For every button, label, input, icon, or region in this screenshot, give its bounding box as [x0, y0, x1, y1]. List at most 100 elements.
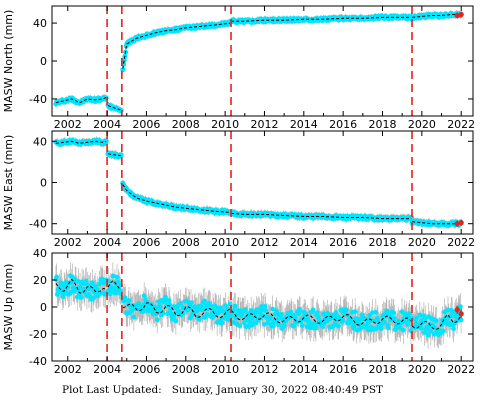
- model-line: [107, 280, 122, 291]
- x-tick-label: 2008: [172, 236, 200, 249]
- data-point: [192, 304, 198, 310]
- series-2: [105, 101, 124, 114]
- y-tick-label: 40: [33, 135, 47, 148]
- data-point: [336, 323, 342, 329]
- recent-points: [454, 305, 464, 318]
- data-point: [274, 317, 280, 323]
- plot-area: [53, 10, 464, 114]
- data-point: [167, 307, 173, 313]
- data-point: [205, 306, 210, 312]
- data-point: [185, 307, 191, 313]
- data-point: [428, 329, 434, 334]
- y-axis-label: MASW North (mm): [2, 10, 15, 113]
- data-points: [120, 293, 233, 326]
- x-tick-label: 2006: [132, 118, 160, 131]
- y-tick-label: 40: [33, 17, 47, 30]
- x-tick-label: 2014: [290, 236, 318, 249]
- y-axis-label: MASW Up (mm): [2, 264, 15, 351]
- model-line: [55, 278, 107, 294]
- series-3: [120, 282, 233, 337]
- data-point: [120, 67, 126, 73]
- x-tick-label: 2010: [211, 363, 239, 376]
- data-points: [120, 19, 233, 73]
- data-point: [294, 319, 300, 325]
- x-tick-label: 2002: [54, 236, 82, 249]
- data-point: [141, 293, 147, 299]
- series-3: [120, 179, 233, 217]
- data-point: [90, 280, 95, 285]
- data-point: [392, 316, 397, 321]
- y-tick-label: 20: [33, 274, 47, 287]
- data-point: [270, 306, 275, 312]
- data-points: [105, 102, 124, 114]
- data-point: [270, 323, 276, 329]
- x-tick-label: 2010: [211, 118, 239, 131]
- data-point: [279, 312, 284, 317]
- data-point: [113, 290, 119, 296]
- model-line: [412, 221, 461, 225]
- data-point: [343, 307, 349, 313]
- data-point: [216, 309, 222, 315]
- x-tick-label: 2002: [54, 363, 82, 376]
- data-point: [385, 325, 391, 331]
- data-point: [413, 315, 419, 321]
- y-axis-label: MASW East (mm): [2, 135, 15, 231]
- recent-points: [454, 11, 464, 19]
- data-points: [228, 303, 415, 334]
- data-point: [118, 152, 124, 158]
- data-point: [178, 300, 184, 306]
- data-point: [451, 326, 456, 332]
- x-tick-label: 2006: [132, 236, 160, 249]
- data-point: [140, 309, 146, 314]
- data-point: [188, 300, 194, 306]
- data-point: [352, 309, 358, 314]
- data-point: [225, 306, 231, 312]
- model-line: [122, 302, 231, 319]
- data-point: [369, 310, 375, 316]
- model-line: [231, 212, 412, 220]
- y-tick-label: -20: [29, 328, 47, 341]
- x-tick-label: 2004: [93, 236, 121, 249]
- x-tick-label: 2010: [211, 236, 239, 249]
- data-point: [223, 303, 228, 309]
- model-line: [411, 314, 461, 330]
- footer: Plot Last Updated: Sunday, January 30, 20…: [62, 384, 383, 396]
- y-tick-label: 0: [40, 177, 47, 190]
- data-point: [86, 292, 92, 297]
- x-tick-label: 2020: [408, 236, 436, 249]
- x-tick-label: 2018: [369, 236, 397, 249]
- series-5: [409, 293, 464, 349]
- data-point: [237, 323, 242, 329]
- data-points: [409, 304, 464, 338]
- y-tick-label: -40: [29, 218, 47, 231]
- model-line: [55, 96, 107, 104]
- series-4: [228, 12, 415, 26]
- data-point: [79, 295, 84, 300]
- data-point: [268, 315, 273, 320]
- data-point: [54, 274, 60, 280]
- data-point: [417, 312, 423, 318]
- data-point: [449, 308, 455, 314]
- data-point: [204, 312, 210, 317]
- series-3: [120, 18, 233, 73]
- series-1: [53, 136, 109, 148]
- data-point: [65, 284, 71, 290]
- y-tick-label: 0: [40, 301, 47, 314]
- plot-area: [53, 262, 464, 349]
- data-point: [445, 307, 451, 313]
- x-tick-label: 2006: [132, 363, 160, 376]
- data-point: [196, 317, 202, 322]
- x-tick-label: 2022: [447, 363, 475, 376]
- data-point: [424, 326, 430, 332]
- x-tick-label: 2008: [172, 363, 200, 376]
- data-points: [105, 273, 124, 297]
- data-point: [103, 138, 109, 144]
- series-2: [105, 149, 124, 161]
- panel-3: 2002 2004 2006 2008 2010 2012 2014 2016 2018 2020…: [2, 247, 475, 376]
- series-2: [105, 262, 124, 308]
- data-point: [252, 313, 258, 319]
- panel-2: 2002 2004 2006 2008 2010 2012 2014 2016 2018 2020…: [2, 130, 475, 249]
- x-tick-label: 2016: [329, 363, 357, 376]
- model-line: [231, 16, 412, 22]
- x-tick-label: 2022: [447, 236, 475, 249]
